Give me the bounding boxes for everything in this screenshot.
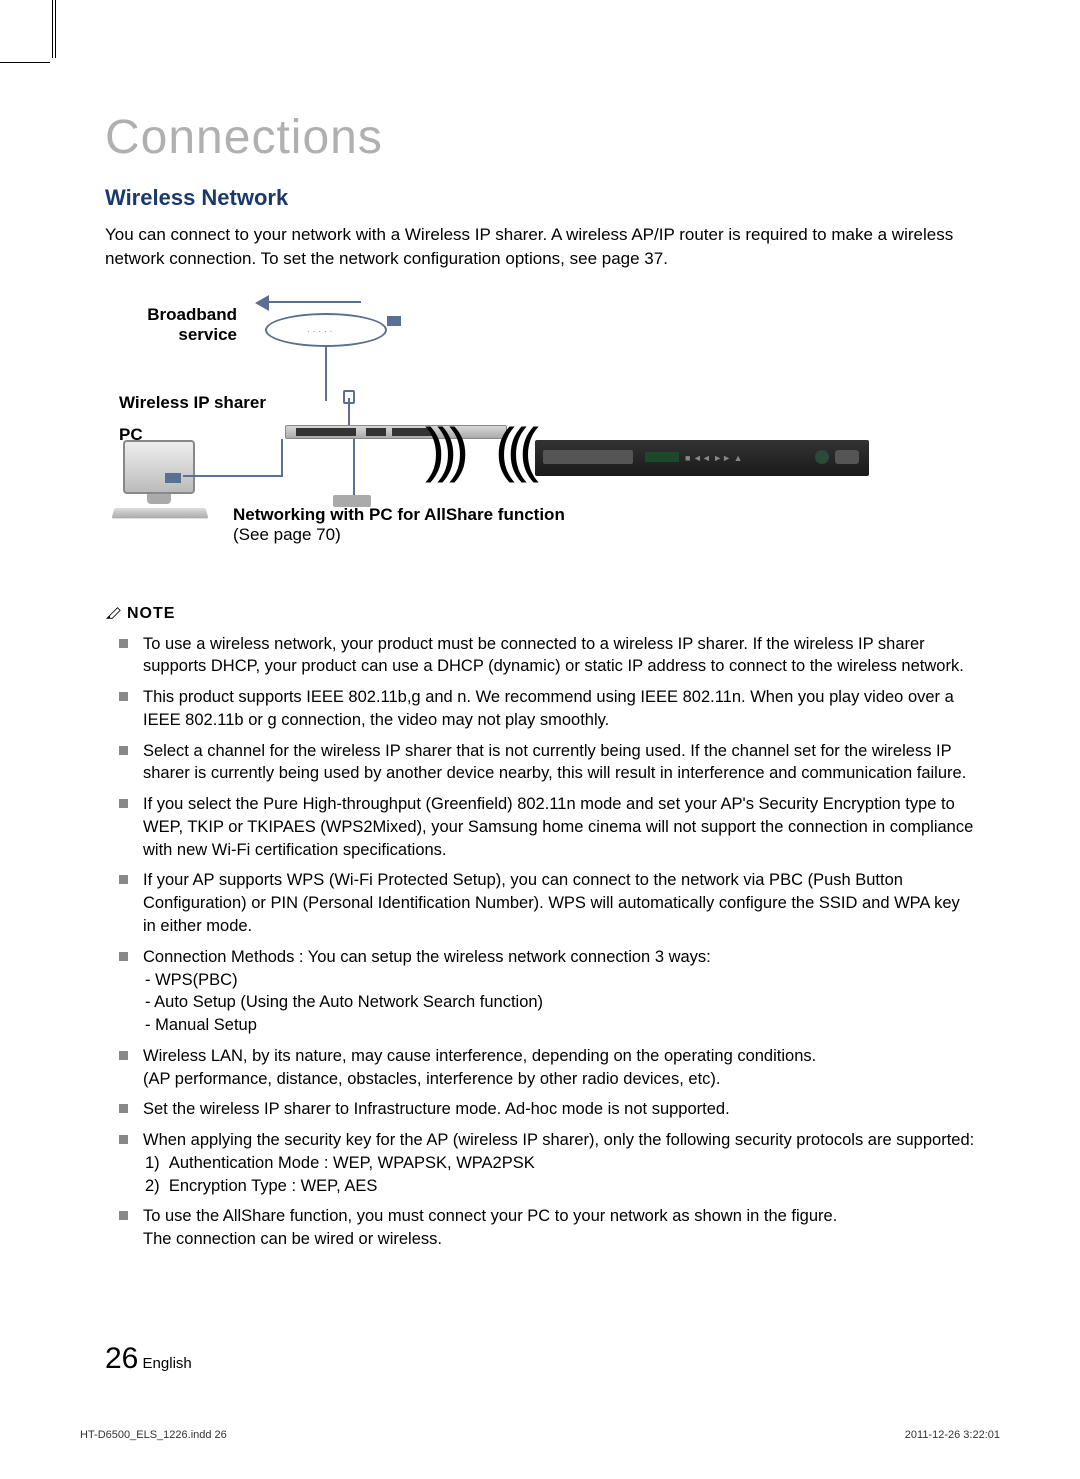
diagram-line (267, 301, 361, 303)
note-item: Select a channel for the wireless IP sha… (141, 740, 975, 786)
note-item: If you select the Pure High-throughput (… (141, 793, 975, 861)
network-diagram: Broadband service ····· Wireless IP shar… (105, 295, 865, 585)
bluray-player-icon: ■ ◄◄ ►► ▲ (535, 440, 869, 476)
indd-filename: HT-D6500_ELS_1226.indd 26 (80, 1429, 227, 1441)
display-icon (645, 452, 679, 462)
player-button-icon (815, 450, 829, 464)
label-broadband: Broadband service (119, 305, 237, 345)
pc-stand-icon (147, 494, 171, 504)
note-item: If your AP supports WPS (Wi-Fi Protected… (141, 869, 975, 937)
antenna-icon (343, 390, 355, 404)
seepage-text: (See page 70) (233, 525, 341, 544)
crop-mark-left (0, 62, 50, 64)
note-item: This product supports IEEE 802.11b,g and… (141, 686, 975, 732)
ethernet-port-icon (165, 473, 181, 483)
router-port-icon (296, 428, 356, 436)
note-item: When applying the security key for the A… (141, 1129, 975, 1197)
intro-paragraph: You can connect to your network with a W… (105, 223, 975, 271)
diagram-line (353, 439, 355, 499)
diagram-line (281, 439, 283, 477)
player-button-icon (835, 450, 859, 464)
diagram-line (183, 475, 281, 477)
router-port-icon (366, 428, 386, 436)
player-controls-icon: ■ ◄◄ ►► ▲ (685, 453, 742, 463)
note-item: Wireless LAN, by its nature, may cause i… (141, 1045, 975, 1091)
radio-waves-icon: ))) (425, 435, 461, 465)
notes-list: To use a wireless network, your product … (105, 633, 975, 1251)
diagram-line (325, 347, 327, 401)
note-item: To use a wireless network, your product … (141, 633, 975, 679)
note-text: Connection Methods : You can setup the w… (143, 948, 711, 966)
radio-waves-icon: ((( (495, 435, 531, 465)
pencil-icon (105, 606, 123, 620)
page-title: Connections (105, 110, 975, 165)
label-sharer: Wireless IP sharer (119, 393, 266, 413)
pc-monitor-icon (123, 440, 195, 494)
crop-mark-top (52, 0, 56, 58)
note-item: Set the wireless IP sharer to Infrastruc… (141, 1098, 975, 1121)
note-sublist: 1) Authentication Mode : WEP, WPAPSK, WP… (143, 1152, 975, 1198)
note-item: To use the AllShare function, you must c… (141, 1205, 975, 1251)
section-heading: Wireless Network (105, 185, 975, 211)
note-sublist: - WPS(PBC)- Auto Setup (Using the Auto N… (143, 969, 975, 1037)
note-item: Connection Methods : You can setup the w… (141, 946, 975, 1037)
note-label: NOTE (127, 605, 175, 622)
keyboard-icon (112, 508, 209, 518)
allshare-text: Networking with PC for AllShare function (233, 505, 565, 524)
arrow-broadband-icon (255, 295, 269, 311)
export-timestamp: 2011-12-26 3:22:01 (905, 1429, 1000, 1441)
disc-tray-icon (543, 450, 633, 464)
page-number: 26 (105, 1342, 138, 1375)
page-content: Connections Wireless Network You can con… (105, 110, 975, 1259)
modem-icon: ····· (265, 313, 387, 347)
router-icon (285, 425, 507, 439)
note-header: NOTE (105, 605, 975, 623)
page-language: English (143, 1355, 192, 1372)
label-allshare: Networking with PC for AllShare function… (233, 505, 565, 545)
ethernet-port-icon (387, 316, 401, 326)
page-footer: 26 English (105, 1342, 192, 1376)
